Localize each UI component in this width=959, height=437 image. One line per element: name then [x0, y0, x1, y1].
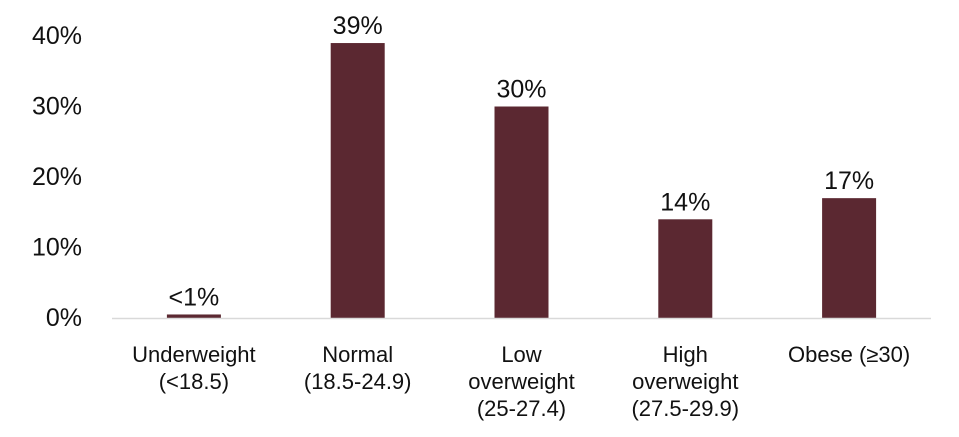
category-label-line: Obese (≥30) — [788, 342, 910, 367]
bar — [822, 198, 877, 318]
y-tick-label: 10% — [32, 234, 82, 262]
data-label: 39% — [333, 12, 383, 40]
category-label-line: (27.5-29.9) — [631, 396, 739, 421]
category-label: Underweight (<18.5) — [132, 342, 256, 394]
bar — [658, 219, 713, 318]
category-label: High overweight (27.5-29.9) — [631, 342, 739, 421]
data-label: 17% — [824, 167, 874, 195]
y-tick-label: 0% — [46, 304, 82, 332]
category-label-line: overweight — [632, 369, 738, 394]
category-label-line: Low — [501, 342, 541, 367]
category-label-line: (<18.5) — [159, 369, 229, 394]
category-label-line: High — [663, 342, 708, 367]
data-label: <1% — [169, 283, 220, 311]
bar — [494, 106, 549, 318]
y-axis: 0% 10% 20% 30% 40% — [32, 22, 82, 332]
category-label-line: Underweight — [132, 342, 256, 367]
bar — [330, 43, 385, 319]
category-label: Normal (18.5-24.9) — [304, 342, 412, 394]
bars — [166, 43, 877, 319]
data-labels: <1% 39% 30% 14% 17% — [169, 12, 875, 311]
category-label: Obese (≥30) — [788, 342, 910, 367]
category-label: Low overweight (25-27.4) — [468, 342, 574, 421]
data-label: 30% — [496, 76, 546, 104]
category-label-line: (18.5-24.9) — [304, 369, 412, 394]
x-axis: Underweight (<18.5)Normal (18.5-24.9)Low ov… — [132, 342, 910, 421]
bar — [166, 314, 221, 318]
category-label-line: Normal — [322, 342, 393, 367]
y-tick-label: 40% — [32, 22, 82, 50]
data-label: 14% — [660, 188, 710, 216]
category-label-line: (25-27.4) — [477, 396, 566, 421]
category-label-line: overweight — [468, 369, 574, 394]
y-tick-label: 20% — [32, 163, 82, 191]
y-tick-label: 30% — [32, 93, 82, 121]
